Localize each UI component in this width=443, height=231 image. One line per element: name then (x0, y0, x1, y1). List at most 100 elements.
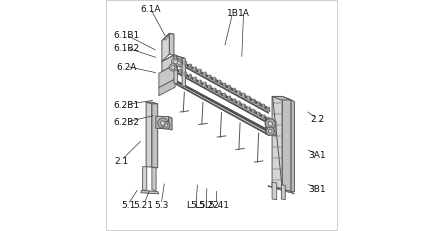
Polygon shape (215, 88, 216, 94)
Text: 3B1: 3B1 (308, 184, 326, 193)
Circle shape (178, 62, 181, 66)
Polygon shape (174, 68, 269, 121)
Polygon shape (184, 62, 186, 66)
Circle shape (171, 66, 175, 70)
Polygon shape (194, 78, 196, 82)
Polygon shape (198, 70, 201, 74)
Polygon shape (249, 97, 250, 102)
Polygon shape (269, 118, 270, 123)
Polygon shape (259, 102, 260, 107)
Polygon shape (220, 91, 221, 96)
Polygon shape (230, 96, 231, 101)
Polygon shape (175, 62, 268, 114)
Polygon shape (220, 81, 221, 86)
Polygon shape (174, 58, 269, 110)
Polygon shape (196, 67, 197, 72)
Polygon shape (156, 117, 169, 129)
Text: 1B: 1B (227, 9, 239, 18)
Polygon shape (272, 121, 276, 136)
Polygon shape (174, 80, 269, 132)
Circle shape (176, 60, 183, 67)
Polygon shape (213, 88, 215, 93)
Polygon shape (233, 99, 235, 103)
Polygon shape (267, 107, 269, 112)
Polygon shape (196, 78, 197, 83)
Text: 5.1: 5.1 (121, 200, 135, 209)
Text: L5.41: L5.41 (204, 200, 229, 209)
Polygon shape (228, 96, 230, 100)
Circle shape (268, 122, 272, 127)
Text: 6.1B2: 6.1B2 (113, 44, 140, 53)
Polygon shape (175, 60, 268, 113)
Circle shape (158, 119, 168, 129)
Polygon shape (159, 80, 175, 96)
Circle shape (169, 64, 176, 72)
Text: 6.2A: 6.2A (116, 63, 136, 71)
Circle shape (167, 36, 169, 38)
Polygon shape (233, 89, 235, 93)
Polygon shape (208, 86, 210, 90)
Polygon shape (184, 72, 186, 76)
Polygon shape (181, 59, 182, 64)
Polygon shape (259, 112, 260, 118)
Polygon shape (194, 67, 196, 71)
Polygon shape (249, 107, 250, 112)
Polygon shape (272, 182, 277, 200)
Polygon shape (254, 110, 255, 115)
Polygon shape (235, 99, 236, 104)
Polygon shape (242, 104, 245, 109)
Polygon shape (175, 70, 268, 123)
Polygon shape (252, 99, 254, 103)
Polygon shape (174, 67, 176, 71)
Polygon shape (218, 91, 220, 95)
Polygon shape (162, 34, 169, 62)
Polygon shape (201, 80, 202, 85)
Polygon shape (186, 62, 187, 67)
Text: 2.1: 2.1 (114, 156, 128, 165)
Text: 2.2: 2.2 (310, 115, 324, 123)
Polygon shape (252, 110, 254, 114)
Polygon shape (203, 83, 206, 87)
Polygon shape (175, 84, 268, 136)
Polygon shape (223, 83, 225, 88)
Polygon shape (264, 115, 265, 120)
Polygon shape (146, 103, 152, 167)
Polygon shape (181, 70, 182, 75)
Circle shape (164, 39, 167, 41)
Polygon shape (186, 72, 187, 77)
Polygon shape (203, 73, 206, 77)
Polygon shape (176, 57, 177, 62)
Polygon shape (169, 34, 174, 56)
Polygon shape (175, 82, 268, 135)
Text: 6.2B2: 6.2B2 (113, 118, 140, 127)
Polygon shape (266, 120, 272, 135)
Polygon shape (268, 186, 295, 194)
Polygon shape (191, 75, 192, 80)
Polygon shape (174, 55, 177, 84)
Polygon shape (269, 107, 270, 112)
Polygon shape (272, 97, 282, 189)
Polygon shape (179, 59, 181, 64)
Polygon shape (210, 86, 211, 91)
Polygon shape (189, 75, 191, 79)
Text: L5.5: L5.5 (187, 200, 206, 209)
Polygon shape (189, 65, 191, 69)
Polygon shape (175, 72, 268, 124)
Polygon shape (182, 59, 186, 87)
Circle shape (163, 122, 170, 130)
Polygon shape (146, 103, 158, 104)
Circle shape (266, 128, 274, 136)
Polygon shape (262, 105, 264, 109)
Circle shape (268, 130, 272, 134)
Text: 6.1B1: 6.1B1 (113, 31, 140, 40)
Polygon shape (237, 102, 240, 106)
Polygon shape (198, 80, 201, 85)
Polygon shape (152, 167, 156, 191)
Polygon shape (242, 94, 245, 98)
Polygon shape (282, 97, 291, 192)
Circle shape (165, 124, 168, 128)
Text: 1A: 1A (237, 9, 249, 18)
Polygon shape (228, 86, 230, 90)
Polygon shape (235, 89, 236, 94)
Circle shape (265, 119, 275, 129)
